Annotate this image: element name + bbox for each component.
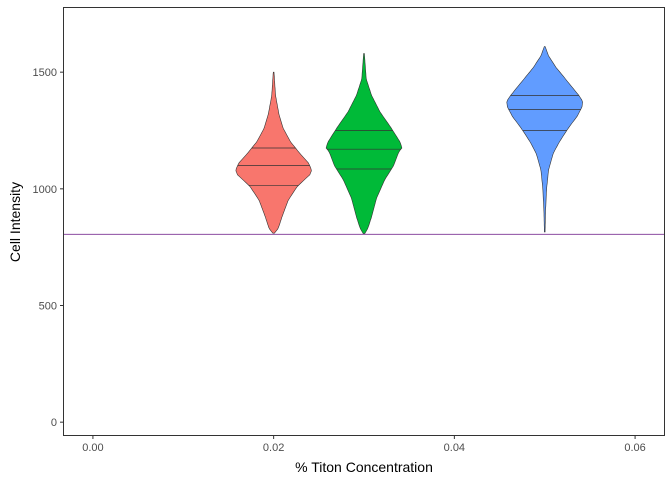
y-tick-label: 1500 — [33, 67, 57, 79]
violin-body — [235, 71, 312, 234]
violin-1 — [325, 53, 403, 234]
x-tick-label: 0.02 — [263, 442, 284, 454]
y-tick-label: 500 — [39, 301, 57, 313]
x-tick-label: 0.00 — [82, 442, 103, 454]
x-axis: 0.00 0.02 0.04 0.06 — [82, 435, 646, 454]
y-axis-title: Cell Intensity — [7, 182, 23, 262]
x-tick-label: 0.04 — [444, 442, 465, 454]
y-axis: 0 500 1000 1500 — [33, 67, 64, 429]
y-tick-label: 0 — [51, 417, 57, 429]
violin-body — [325, 53, 403, 234]
plot-panel-border — [63, 7, 665, 436]
x-axis-title: % Titon Concentration — [295, 459, 433, 475]
y-tick-label: 1000 — [33, 184, 57, 196]
x-tick-label: 0.06 — [624, 442, 645, 454]
violin-body — [506, 46, 583, 233]
violins-layer — [235, 46, 583, 234]
violin-0 — [235, 71, 312, 234]
violin-2 — [506, 46, 583, 233]
